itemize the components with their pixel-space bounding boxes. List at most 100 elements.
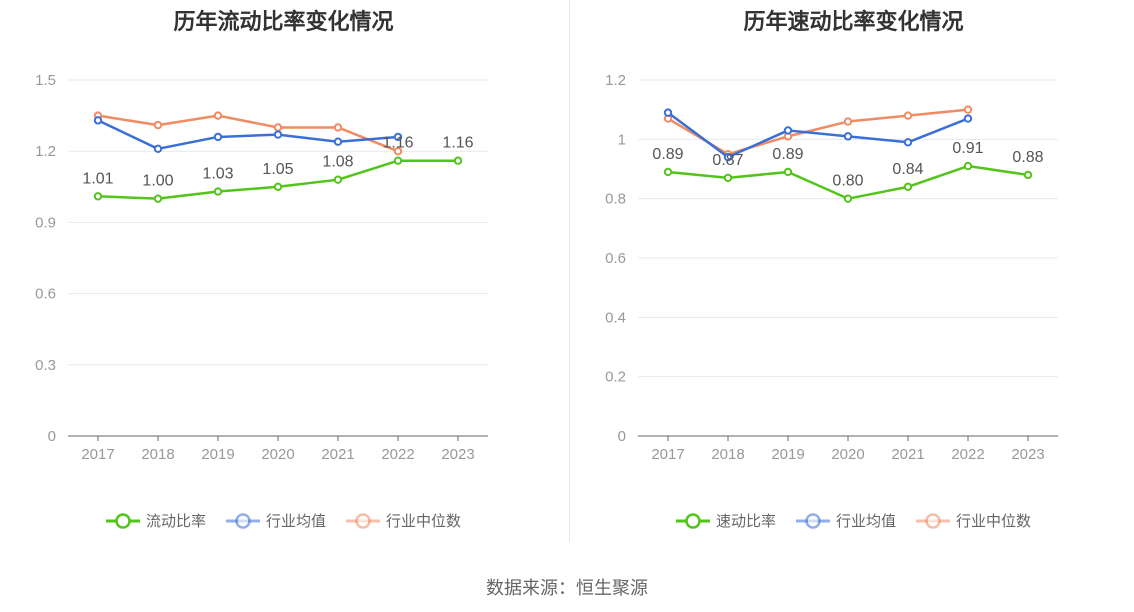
data-point-company[interactable] bbox=[783, 167, 793, 177]
series-line-avg bbox=[97, 119, 399, 151]
legend-marker-icon bbox=[105, 512, 140, 529]
data-point-company[interactable] bbox=[393, 156, 403, 165]
data-label: 0.91 bbox=[952, 140, 983, 157]
data-point-avg[interactable] bbox=[393, 132, 403, 142]
legend-item-median[interactable]: 行业中位数 bbox=[346, 510, 461, 531]
y-tick-label: 1.5 bbox=[35, 72, 56, 89]
y-tick-label: 1.2 bbox=[605, 72, 626, 89]
data-point-company[interactable] bbox=[153, 194, 163, 203]
data-label: 1.03 bbox=[202, 166, 233, 183]
y-tick-label: 0.2 bbox=[605, 369, 626, 386]
data-label: 0.84 bbox=[892, 161, 923, 178]
legend-item-avg[interactable]: 行业均值 bbox=[225, 510, 326, 531]
y-tick-label: 0 bbox=[48, 428, 56, 445]
data-point-company[interactable] bbox=[1023, 170, 1033, 180]
legend-item-company[interactable]: 速动比率 bbox=[675, 510, 776, 531]
legend-item-median[interactable]: 行业中位数 bbox=[916, 510, 1031, 531]
legend-item-company[interactable]: 流动比率 bbox=[105, 510, 206, 531]
x-tick-label: 2022 bbox=[381, 446, 414, 463]
x-tick-label: 2018 bbox=[141, 446, 174, 463]
data-point-avg[interactable] bbox=[843, 132, 853, 141]
data-point-median[interactable] bbox=[843, 117, 853, 126]
data-point-avg[interactable] bbox=[333, 137, 343, 146]
legend-label: 速动比率 bbox=[715, 513, 776, 530]
data-label: 1.05 bbox=[262, 161, 293, 178]
data-label: 1.16 bbox=[442, 135, 473, 152]
legend-label: 行业均值 bbox=[835, 513, 896, 530]
data-point-company[interactable] bbox=[663, 167, 673, 177]
y-tick-label: 0.6 bbox=[35, 286, 56, 303]
x-tick-label: 2023 bbox=[1011, 446, 1044, 463]
series-line-median bbox=[97, 114, 399, 153]
x-tick-label: 2021 bbox=[321, 446, 354, 463]
y-tick-label: 0.4 bbox=[605, 309, 626, 326]
data-point-avg[interactable] bbox=[723, 152, 733, 162]
x-tick-label: 2019 bbox=[771, 446, 804, 463]
data-point-avg[interactable] bbox=[963, 114, 973, 123]
data-point-company[interactable] bbox=[213, 187, 223, 196]
x-tick-label: 2020 bbox=[261, 446, 294, 463]
data-point-company[interactable] bbox=[453, 156, 463, 165]
data-label: 0.89 bbox=[772, 146, 803, 163]
data-point-avg[interactable] bbox=[783, 126, 793, 135]
x-tick-label: 2023 bbox=[441, 446, 474, 463]
legend-label: 行业中位数 bbox=[956, 513, 1032, 530]
chart-legend: 速动比率 行业均值 行业中位数 bbox=[570, 510, 1134, 531]
x-tick-label: 2020 bbox=[831, 446, 864, 463]
data-point-avg[interactable] bbox=[903, 138, 913, 147]
data-point-median[interactable] bbox=[963, 105, 973, 114]
data-label: 1.16 bbox=[382, 135, 413, 152]
current-ratio-chart: 历年流动比率变化情况 0 0.3 0.6 0.9 1.2 1.5 2017 2018 2019 2… bbox=[0, 0, 567, 560]
x-tick-label: 2021 bbox=[891, 446, 924, 463]
data-point-company[interactable] bbox=[273, 182, 283, 192]
y-tick-label: 1 bbox=[618, 131, 626, 148]
panel-divider bbox=[569, 0, 570, 542]
quick-ratio-chart: 历年速动比率变化情况 0 0.2 0.4 0.6 0.8 1 1.2 2017 2018 2019… bbox=[570, 0, 1134, 560]
data-point-company[interactable] bbox=[333, 175, 343, 184]
chart-legend: 流动比率 行业均值 行业中位数 bbox=[0, 510, 567, 531]
data-point-median[interactable] bbox=[153, 120, 163, 130]
data-point-company[interactable] bbox=[843, 194, 853, 203]
data-source: 数据来源：恒生聚源 bbox=[486, 578, 648, 598]
y-tick-label: 0 bbox=[618, 428, 626, 445]
series-line-avg bbox=[667, 111, 969, 159]
legend-item-avg[interactable]: 行业均值 bbox=[795, 510, 896, 531]
data-point-company[interactable] bbox=[723, 173, 733, 183]
chart-title: 历年速动比率变化情况 bbox=[743, 9, 964, 34]
y-tick-label: 1.2 bbox=[35, 143, 56, 160]
legend-marker-icon bbox=[916, 512, 950, 529]
data-label: 0.88 bbox=[1012, 149, 1043, 166]
quick-ratio-plot: 0 0.2 0.4 0.6 0.8 1 1.2 2017 2018 2019 2020 2021 202… bbox=[605, 72, 1058, 463]
legend-label: 行业中位数 bbox=[386, 513, 462, 530]
legend-marker-icon bbox=[795, 512, 830, 529]
x-tick-label: 2018 bbox=[711, 446, 744, 463]
data-point-avg[interactable] bbox=[153, 144, 163, 154]
current-ratio-plot: 0 0.3 0.6 0.9 1.2 1.5 2017 2018 2019 2020 2021 2022… bbox=[35, 72, 488, 463]
legend-marker-icon bbox=[346, 512, 380, 529]
x-tick-label: 2017 bbox=[651, 446, 684, 463]
data-point-company[interactable] bbox=[963, 161, 973, 171]
x-tick-label: 2017 bbox=[81, 446, 114, 463]
data-point-median[interactable] bbox=[273, 123, 283, 132]
data-point-avg[interactable] bbox=[273, 130, 283, 139]
data-point-median[interactable] bbox=[903, 111, 913, 120]
data-point-avg[interactable] bbox=[93, 116, 103, 125]
y-tick-label: 0.6 bbox=[605, 250, 626, 267]
data-label: 0.80 bbox=[832, 173, 863, 190]
y-tick-label: 0.8 bbox=[605, 191, 626, 208]
data-point-company[interactable] bbox=[903, 182, 913, 192]
legend-marker-icon bbox=[675, 512, 710, 529]
data-point-avg[interactable] bbox=[213, 132, 223, 142]
x-tick-label: 2019 bbox=[201, 446, 234, 463]
data-point-median[interactable] bbox=[333, 123, 343, 132]
data-label: 0.89 bbox=[652, 146, 683, 163]
data-point-company[interactable] bbox=[93, 192, 103, 201]
chart-title: 历年流动比率变化情况 bbox=[173, 9, 394, 34]
data-point-median[interactable] bbox=[393, 147, 403, 156]
legend-marker-icon bbox=[225, 512, 260, 529]
data-label: 1.00 bbox=[142, 173, 173, 190]
y-tick-label: 0.9 bbox=[35, 214, 56, 231]
data-label: 1.08 bbox=[322, 154, 353, 171]
data-point-median[interactable] bbox=[213, 111, 223, 120]
data-point-avg[interactable] bbox=[663, 108, 673, 117]
